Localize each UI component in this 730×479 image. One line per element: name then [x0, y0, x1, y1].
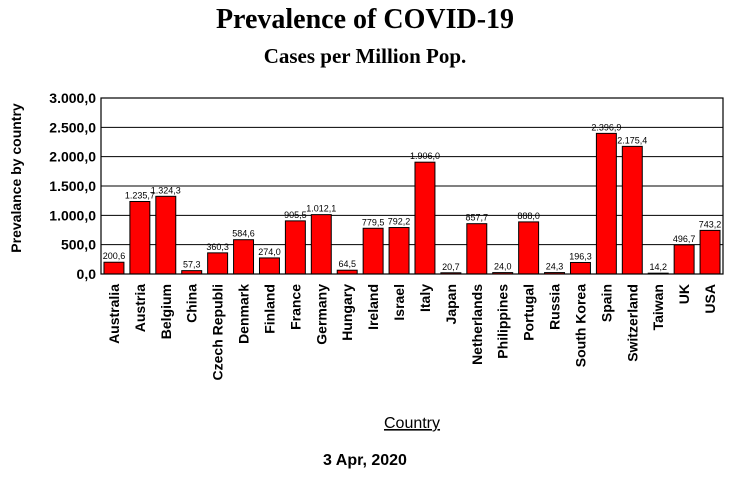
x-tick-label: Switzerland	[624, 284, 640, 362]
x-tick-label: Israel	[391, 284, 407, 321]
data-label: 274,0	[258, 247, 281, 257]
x-tick-label: South Korea	[572, 284, 588, 367]
bar	[362, 227, 384, 275]
x-tick-label: Portugal	[521, 284, 537, 341]
data-label: 24,0	[494, 262, 512, 272]
data-label: 64,5	[338, 259, 356, 269]
data-label: 2.175,4	[617, 135, 647, 145]
bar	[621, 145, 643, 275]
x-tick-label: Germany	[313, 284, 329, 345]
bars	[103, 132, 721, 275]
bar	[673, 244, 695, 275]
data-label: 24,3	[546, 262, 564, 272]
x-tick-label: Hungary	[339, 284, 355, 341]
data-label: 888,0	[517, 211, 540, 221]
data-label: 779,5	[362, 217, 385, 227]
bar	[284, 220, 306, 275]
bar	[258, 257, 280, 275]
x-tick-label: Italy	[417, 284, 433, 312]
data-label: 905,5	[284, 210, 307, 220]
bar	[207, 252, 229, 275]
y-tick-label: 2.500,0	[49, 119, 96, 135]
plot-frame	[100, 97, 724, 275]
y-tick-label: 1.000,0	[49, 207, 96, 223]
data-label: 1.235,7	[125, 191, 155, 201]
data-label: 792,2	[388, 217, 411, 227]
bar	[518, 221, 540, 275]
data-label: 2.396,9	[591, 122, 621, 132]
data-label: 496,7	[673, 234, 696, 244]
x-tick-label: France	[287, 284, 303, 330]
x-tick-label: Taiwan	[650, 284, 666, 330]
data-label: 857,7	[466, 213, 489, 223]
data-label: 14,2	[649, 262, 667, 272]
y-tick-label: 1.500,0	[49, 178, 96, 194]
bar	[155, 195, 177, 275]
bar	[103, 261, 125, 275]
chart-subtitle: Cases per Million Pop.	[263, 44, 467, 68]
x-tick-label: UK	[676, 284, 692, 304]
bar	[699, 229, 721, 275]
bar	[388, 227, 410, 275]
x-tick-label: Denmark	[236, 284, 252, 344]
bar	[233, 239, 255, 275]
x-tick-label: Finland	[261, 284, 277, 334]
x-tick-label: Spain	[598, 284, 614, 322]
data-label: 360,3	[206, 242, 229, 252]
y-tick-label: 500,0	[61, 237, 96, 253]
x-tick-label: Japan	[443, 284, 459, 324]
data-label: 57,3	[183, 260, 201, 270]
data-label: 1.012,1	[306, 204, 336, 214]
bar	[310, 214, 332, 275]
data-label: 584,6	[232, 229, 255, 239]
x-tick-label: Czech Republi	[210, 284, 226, 380]
data-label: 1.906,0	[410, 151, 440, 161]
data-label: 196,3	[569, 251, 592, 261]
x-tick-label: Netherlands	[469, 284, 485, 365]
data-label: 743,2	[699, 219, 722, 229]
x-tick-label: Belgium	[158, 284, 174, 339]
y-axis-label: Prevalance by country	[8, 103, 24, 253]
x-tick-label: Australia	[106, 284, 122, 344]
y-tick-label: 2.000,0	[49, 149, 96, 165]
bar	[595, 132, 617, 275]
x-tick-label: USA	[702, 284, 718, 314]
y-tick-label: 3.000,0	[49, 90, 96, 106]
bar	[129, 201, 151, 275]
x-tick-labels: Australia Austria Belgium China Czech Republ…	[106, 284, 718, 381]
x-tick-label: Philippines	[495, 284, 511, 359]
date-footer: 3 Apr, 2020	[323, 452, 407, 469]
chart-title: Prevalence of COVID-19	[215, 4, 515, 35]
y-tick-label: 0,0	[77, 266, 97, 282]
x-tick-label: Russia	[547, 284, 563, 330]
x-tick-label: China	[184, 284, 200, 323]
bar	[569, 261, 591, 275]
data-label: 1.324,3	[151, 185, 181, 195]
y-tick-labels: 0,0 500,0 1.000,0 1.500,0 2.000,0 2.500,0 3.00…	[49, 90, 96, 282]
x-tick-label: Austria	[132, 284, 148, 332]
data-label: 200,6	[103, 251, 126, 261]
data-label: 20,7	[442, 262, 460, 272]
x-tick-label: Ireland	[365, 284, 381, 330]
bar	[466, 223, 488, 275]
x-axis-label: Country	[384, 415, 440, 432]
bar	[414, 161, 436, 275]
